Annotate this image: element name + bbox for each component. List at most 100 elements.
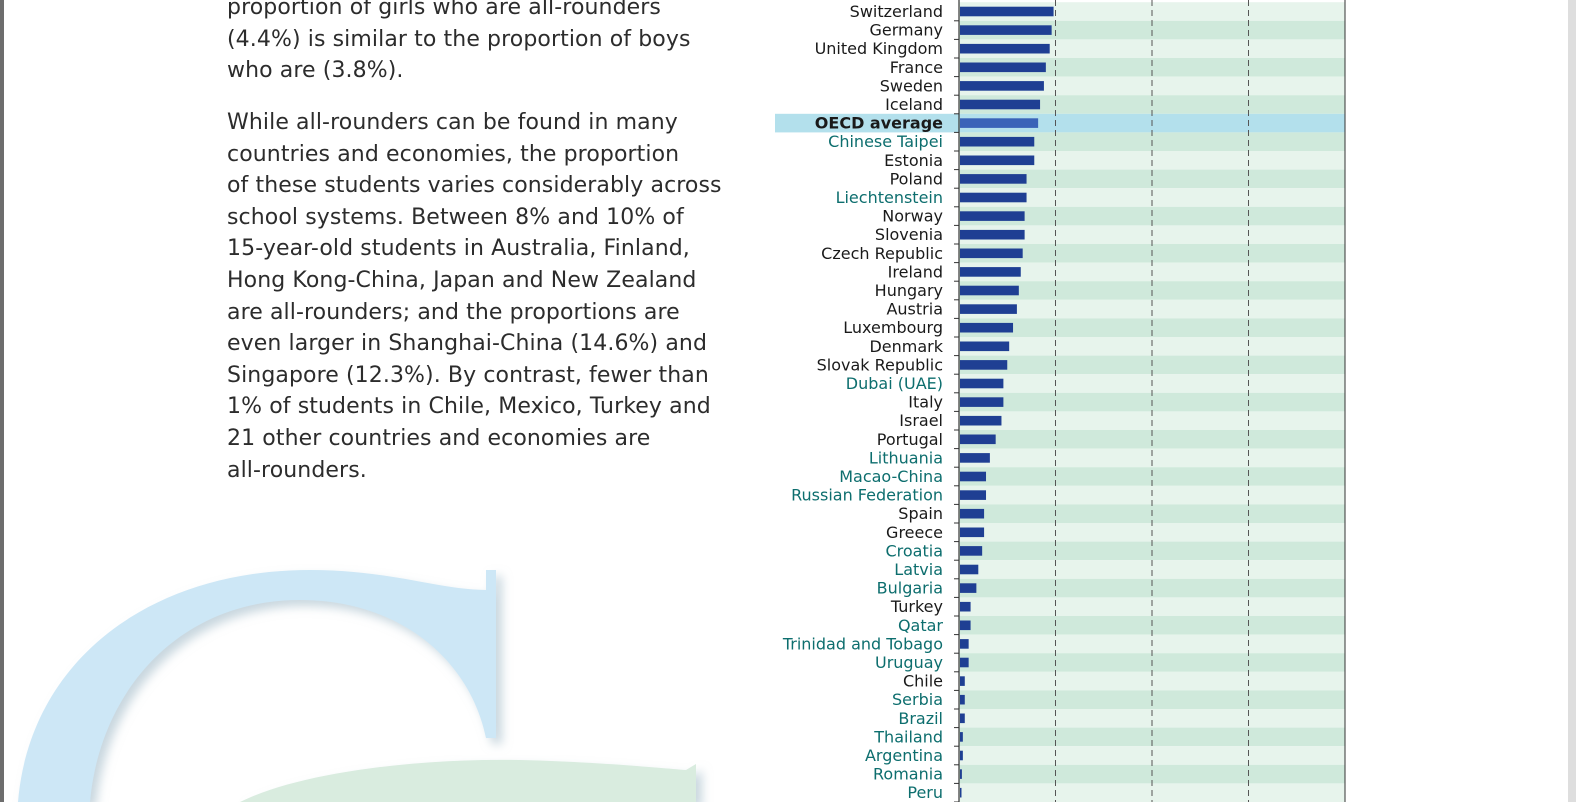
text-line: While all-rounders can be found in many	[227, 110, 678, 135]
bar-trinidad-and-tobago	[960, 639, 969, 649]
bar-macao-china	[960, 471, 987, 482]
country-label: Brazil	[898, 709, 943, 728]
bar-united-kingdom	[960, 43, 1050, 54]
country-label: Argentina	[865, 746, 943, 765]
country-label: Lithuania	[869, 448, 943, 467]
bar-slovenia	[960, 229, 1025, 240]
country-label: Switzerland	[850, 2, 943, 21]
paragraph-gender-proportion: proportion of girls who are all-rounders…	[227, 0, 691, 87]
bar-hungary	[960, 285, 1019, 296]
bar-portugal	[960, 434, 996, 445]
country-label: Portugal	[877, 430, 943, 449]
country-label: Latvia	[894, 560, 943, 579]
bar-serbia	[960, 694, 965, 705]
text-line: 1% of students in Chile, Mexico, Turkey …	[227, 394, 711, 420]
bar-israel	[960, 415, 1002, 426]
bar-czech-republic	[960, 248, 1023, 259]
country-label: United Kingdom	[815, 39, 943, 58]
bar-brazil	[960, 713, 965, 724]
country-label: Slovenia	[875, 225, 943, 244]
country-label: Estonia	[884, 151, 943, 170]
text-line: school systems. Between 8% and 10% of	[227, 204, 684, 230]
country-label: Israel	[899, 411, 943, 430]
bar-oecd-average	[960, 118, 1039, 128]
scrollbar-track[interactable]	[1568, 0, 1576, 802]
country-label: Denmark	[869, 337, 943, 356]
country-label: Turkey	[890, 597, 943, 616]
bar-argentina	[960, 750, 963, 761]
letter-shape-green	[240, 759, 696, 802]
country-label: Greece	[886, 523, 943, 542]
country-label: Slovak Republic	[817, 355, 943, 374]
bar-romania	[960, 769, 962, 779]
country-label: Bulgaria	[877, 579, 943, 598]
bar-iceland	[960, 99, 1041, 110]
bar-poland	[960, 174, 1027, 184]
bar-chile	[960, 676, 965, 686]
bar-russian-federation	[960, 490, 987, 500]
country-label: Peru	[907, 783, 943, 802]
country-label: Germany	[869, 21, 943, 40]
all-rounders-bar-chart: Switzerland Germany United Kingdom France Sw…	[770, 0, 1370, 802]
country-label: Sweden	[880, 76, 943, 95]
bar-germany	[960, 25, 1052, 35]
bar-dubai-uae-	[960, 378, 1004, 389]
text-line: (4.4%) is similar to the proportion of b…	[227, 26, 691, 52]
country-label: Chinese Taipei	[828, 132, 943, 151]
bar-thailand	[960, 732, 963, 742]
bar-spain	[960, 508, 985, 519]
country-label: Trinidad and Tobago	[782, 634, 943, 653]
text-line: Singapore (12.3%). By contrast, fewer th…	[227, 362, 709, 388]
bar-austria	[960, 304, 1017, 314]
country-label: Chile	[903, 672, 943, 691]
bar-latvia	[960, 564, 979, 575]
country-label: Iceland	[885, 95, 943, 114]
country-label: Uruguay	[875, 653, 943, 672]
country-label: Dubai (UAE)	[846, 374, 943, 393]
text-line: countries and economies, the proportion	[227, 141, 680, 167]
text-line: proportion of girls who are all-rounders	[227, 0, 661, 20]
bar-norway	[960, 211, 1025, 221]
text-line: who are (3.8%).	[227, 58, 404, 84]
bar-estonia	[960, 155, 1035, 166]
country-label: Luxembourg	[843, 318, 943, 337]
window-left-edge	[0, 0, 4, 802]
country-label: Italy	[908, 393, 943, 412]
text-line: are all-rounders; and the proportions ar…	[227, 299, 680, 325]
country-label: Poland	[890, 169, 943, 188]
bar-slovak-republic	[960, 360, 1008, 370]
bar-ireland	[960, 267, 1021, 277]
text-line: all-rounders.	[227, 457, 367, 483]
country-label: Czech Republic	[821, 244, 943, 263]
bar-greece	[960, 527, 985, 538]
country-label: Norway	[882, 207, 943, 226]
bar-croatia	[960, 546, 983, 556]
highlight-band-oecd-average	[775, 113, 1345, 133]
bar-italy	[960, 397, 1004, 407]
letter-shape-blue	[18, 570, 496, 802]
bar-lithuania	[960, 453, 990, 463]
paragraph-all-rounders: While all-rounders can be found in many …	[227, 107, 722, 486]
text-line: Hong Kong-China, Japan and New Zealand	[227, 267, 697, 293]
country-label: Austria	[886, 300, 943, 319]
bar-switzerland	[960, 6, 1054, 17]
bar-liechtenstein	[960, 192, 1027, 203]
text-line: of these students varies considerably ac…	[227, 173, 722, 199]
bar-uruguay	[960, 657, 969, 668]
country-label: Serbia	[892, 690, 943, 709]
country-label: Macao-China	[839, 467, 943, 486]
country-label: Romania	[873, 765, 943, 784]
country-label: OECD average	[815, 114, 943, 133]
bar-denmark	[960, 341, 1010, 352]
country-label: Spain	[898, 504, 943, 523]
text-line: even larger in Shanghai-China (14.6%) an…	[227, 331, 708, 357]
bar-qatar	[960, 620, 971, 631]
bar-sweden	[960, 81, 1044, 91]
decorative-initial-letter	[0, 0, 720, 802]
bar-chinese-taipei	[960, 136, 1035, 147]
bar-france	[960, 62, 1046, 73]
text-line: 21 other countries and economies are	[227, 425, 651, 451]
bar-luxembourg	[960, 322, 1014, 333]
country-label: Liechtenstein	[836, 188, 943, 207]
bar-bulgaria	[960, 583, 977, 593]
